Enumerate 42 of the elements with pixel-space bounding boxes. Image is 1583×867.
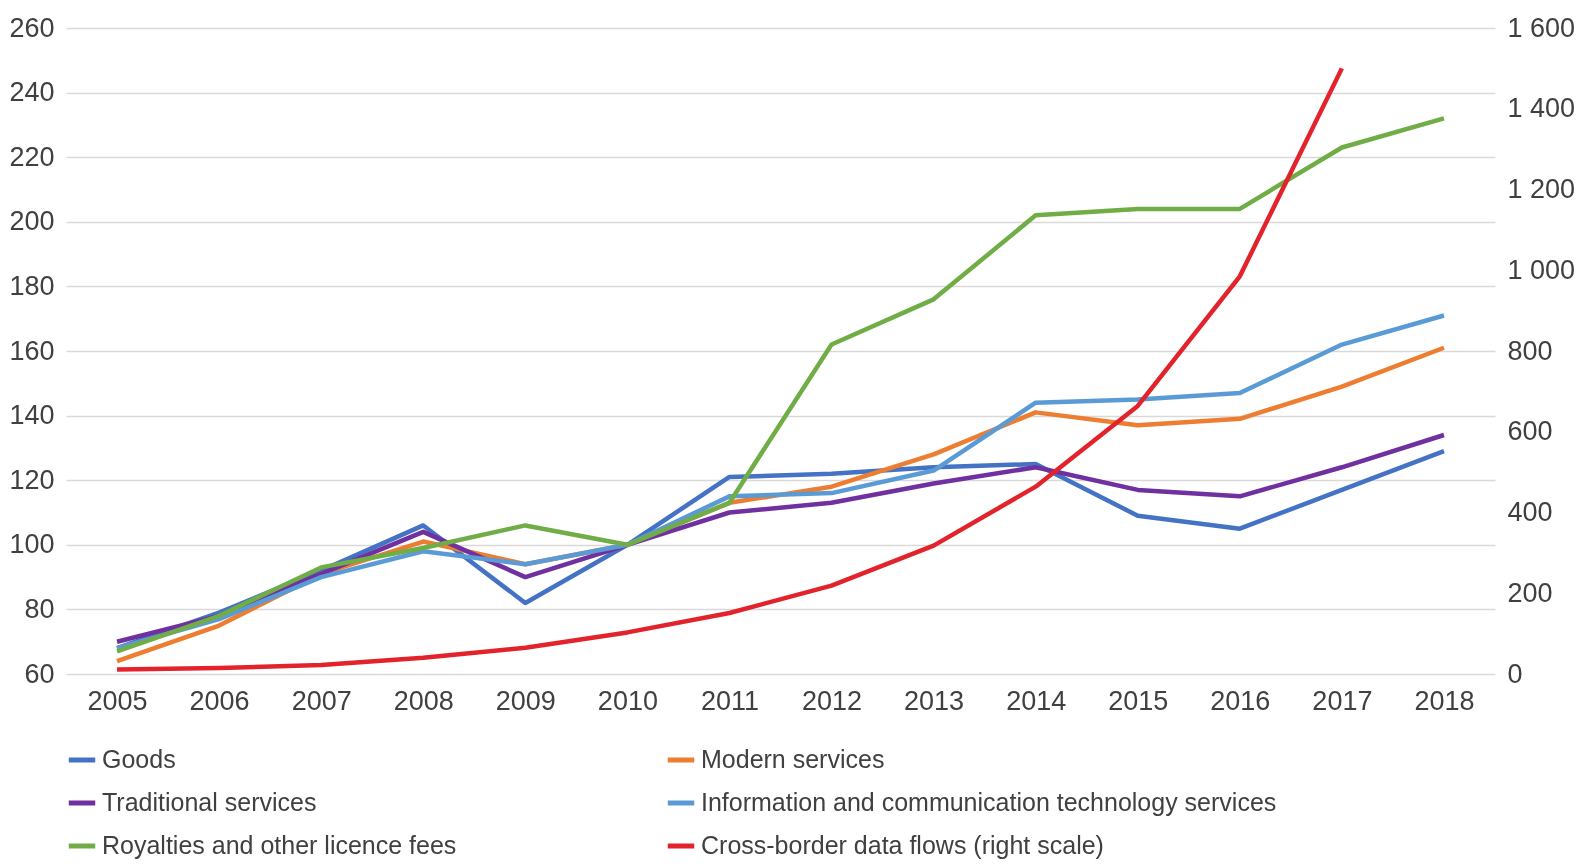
- x-tick-label: 2012: [802, 685, 863, 716]
- x-tick-label: 2010: [597, 685, 658, 716]
- line-series: [114, 66, 1345, 672]
- y-tick-label: 100: [9, 529, 55, 560]
- y2-tick-label: 1 400: [1507, 93, 1576, 124]
- legend-label: Traditional services: [102, 788, 317, 816]
- y2-tick-label: 0: [1507, 658, 1523, 689]
- x-tick-label: 2016: [1210, 685, 1271, 716]
- legend-label: Cross-border data flows (right scale): [701, 831, 1104, 859]
- y-tick-label: 160: [9, 335, 55, 366]
- y2-tick-label: 1 000: [1507, 254, 1576, 285]
- legend-label: Goods: [102, 745, 176, 773]
- x-tick-label: 2014: [1006, 685, 1067, 716]
- x-tick-label: 2015: [1108, 685, 1169, 716]
- y-tick-label: 220: [9, 141, 55, 172]
- y2-tick-label: 200: [1507, 577, 1553, 608]
- y2-tick-label: 600: [1507, 416, 1553, 447]
- x-tick-label: 2017: [1312, 685, 1373, 716]
- x-tick-label: 2009: [495, 685, 556, 716]
- x-tick-label: 2007: [291, 685, 352, 716]
- y-tick-label: 120: [9, 464, 55, 495]
- x-tick-label: 2006: [189, 685, 250, 716]
- y-tick-label: 140: [9, 400, 55, 431]
- y-tick-label: 200: [9, 206, 55, 237]
- y2-tick-label: 1 200: [1507, 174, 1576, 204]
- x-tick-label: 2005: [87, 685, 148, 716]
- y-tick-label: 60: [24, 658, 55, 689]
- legend-label: Modern services: [701, 745, 885, 773]
- x-tick-label: 2018: [1414, 685, 1475, 716]
- y2-tick-label: 400: [1507, 497, 1553, 527]
- y2-tick-label: 800: [1507, 335, 1553, 366]
- y-tick-label: 80: [24, 593, 55, 624]
- x-tick-label: 2011: [700, 685, 759, 716]
- x-tick-label: 2008: [393, 685, 454, 716]
- legend-label: Information and communication technology services: [701, 788, 1277, 816]
- legend-label: Royalties and other licence fees: [102, 831, 457, 859]
- line-series: [114, 116, 1447, 654]
- y-tick-label: 180: [9, 270, 55, 301]
- y-tick-label: 260: [9, 12, 55, 43]
- y-tick-label: 240: [9, 77, 55, 108]
- y2-tick-label: 1 600: [1507, 12, 1576, 43]
- x-tick-label: 2013: [904, 685, 965, 716]
